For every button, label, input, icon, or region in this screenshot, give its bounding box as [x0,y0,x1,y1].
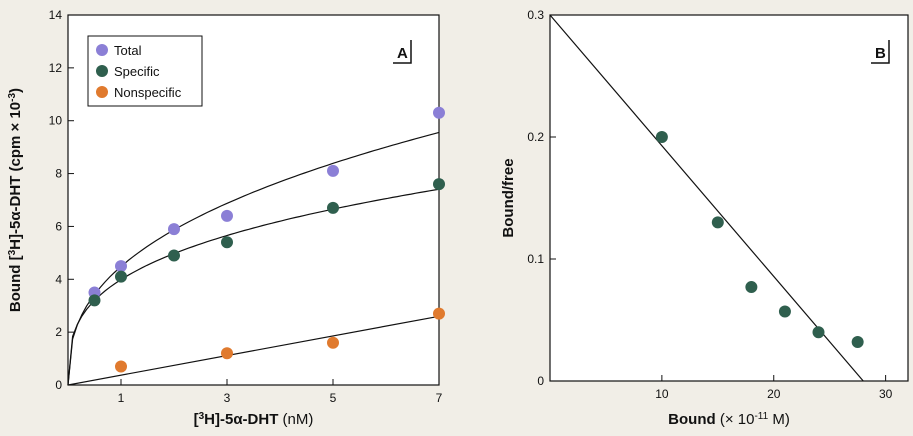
legend-marker-nonspecific [96,86,108,98]
data-point-bound-free [711,216,724,229]
panel-a-x-tick-label: 5 [330,391,337,405]
data-point-total [327,164,339,177]
panel-a-y-tick-label: 10 [49,114,63,128]
panel-b-y-tick-label: 0.2 [527,130,544,144]
data-point-nonspecific [327,336,339,349]
panel-b-x-axis-label: Bound (× 10-11 M) [668,411,790,429]
data-point-bound-free [655,131,668,143]
data-point-bound-free [745,281,758,294]
data-point-nonspecific [221,347,233,360]
panel-a-x-tick-label: 1 [118,391,125,405]
panel-b-y-axis-label: Bound/free [500,158,517,237]
legend-marker-specific [96,65,108,77]
panel-a-x-tick-label: 3 [224,391,231,405]
panel-a-y-tick-label: 8 [55,167,62,181]
data-point-specific [433,178,445,191]
panel-a-y-tick-label: 2 [55,325,62,339]
data-point-bound-free [778,305,791,318]
legend-marker-total [96,44,108,56]
data-point-specific [327,201,339,214]
panel-a-y-axis-label: Bound [3H]-5α-DHT (cpm × 10-3) [7,88,25,312]
data-point-nonspecific [115,360,127,373]
panel-a-y-tick-label: 12 [49,61,63,75]
panel-a-label: A [397,45,408,62]
panel-b-plot-area [549,14,909,382]
data-point-total [221,209,233,222]
panel-a: A Total Specific Nonspecific [67,14,440,386]
panel-a-x-tick-label: 7 [436,391,443,405]
panel-b-y-tick-label: 0.3 [527,8,544,22]
panel-b-y-tick-label: 0.1 [527,252,544,266]
fit-line-specific [67,188,440,386]
panel-a-label-box: A [392,38,422,64]
data-point-specific [88,294,101,307]
data-point-specific [115,270,127,283]
legend-label-nonspecific: Nonspecific [114,85,182,100]
legend: Total Specific Nonspecific [87,35,203,107]
data-point-specific [168,249,180,262]
panel-b-x-tick-label: 30 [879,387,893,401]
legend-label-total: Total [114,43,142,58]
scatchard-fit-line [549,14,864,382]
panel-b: B [549,14,909,382]
panel-a-y-tick-label: 14 [49,8,63,22]
panel-b-y-tick-label: 0 [537,374,544,388]
panel-b-x-tick-label: 10 [655,387,669,401]
panel-a-y-tick-label: 4 [55,272,62,286]
panel-b-label: B [875,45,886,62]
data-point-bound-free [851,335,864,348]
data-point-total [433,106,445,119]
data-point-specific [221,236,233,249]
fit-line-total [67,131,440,386]
data-point-nonspecific [433,307,445,320]
legend-label-specific: Specific [114,64,160,79]
panel-b-x-tick-label: 20 [767,387,781,401]
data-point-total [168,223,180,236]
fit-line-nonspecific [67,315,440,386]
data-point-bound-free [812,326,825,339]
data-point-total [115,260,127,273]
panel-b-label-box: B [870,38,900,64]
panel-a-x-axis-label: [3H]-5α-DHT (nM) [194,411,314,429]
panel-a-y-tick-label: 0 [55,378,62,392]
panel-a-y-tick-label: 6 [55,219,62,233]
